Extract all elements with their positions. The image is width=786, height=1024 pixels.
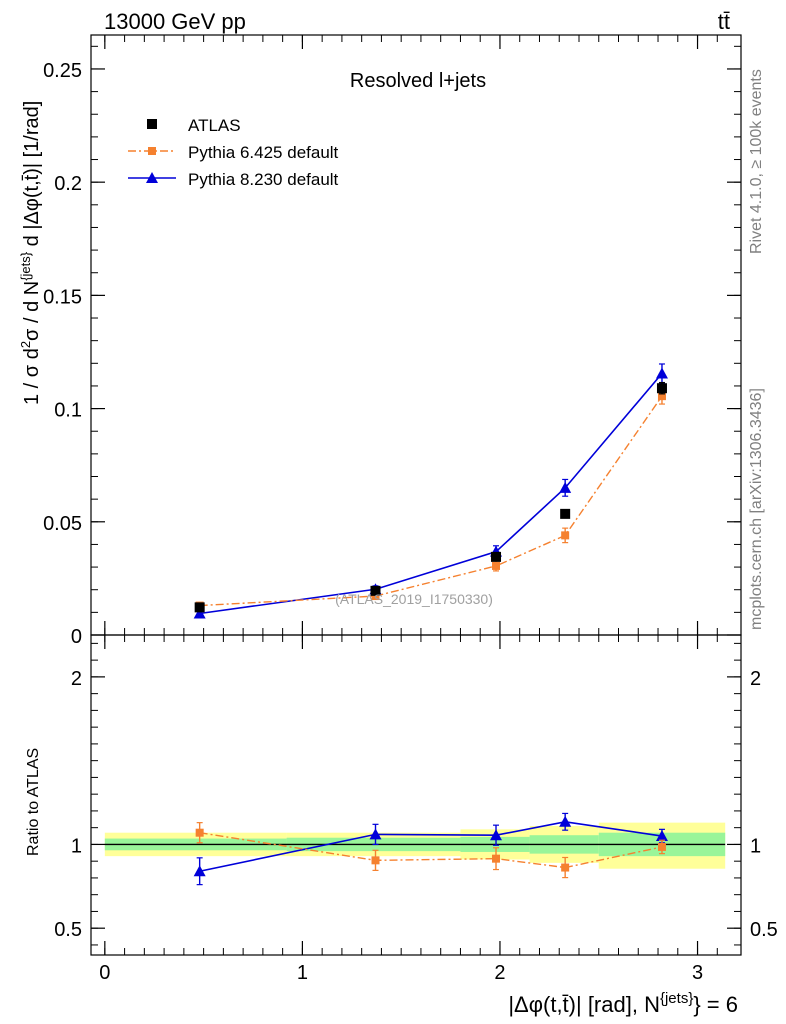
pythia-6-425-default-point xyxy=(371,592,380,601)
pythia-8-230-default-point xyxy=(193,607,206,619)
pythia-8-230-default-line xyxy=(199,372,663,615)
x-tick-label: 1 xyxy=(297,962,308,984)
main-y-tick-label: 0.25 xyxy=(43,60,82,82)
ratio-pythia-8-230-default-point xyxy=(490,829,503,841)
main-marks xyxy=(193,363,668,619)
main-y-tick-label: 0.15 xyxy=(43,286,82,308)
legend-label-pythia-6-425-default: Pythia 6.425 default xyxy=(188,143,339,162)
energy-label: 13000 GeV pp xyxy=(104,9,246,34)
legend-marker-pythia-8-230-default xyxy=(146,172,158,183)
x-axis-label: |Δφ(t,t̄)| [rad], N{jets}} = 6 xyxy=(508,990,738,1017)
pythia-8-230-default-point xyxy=(655,367,668,379)
ratio-pythia-6-425-default-line xyxy=(199,832,663,869)
analysis-watermark: (ATLAS_2019_I1750330) xyxy=(335,591,493,607)
main-y-tick-label: 0.2 xyxy=(54,173,82,195)
mcplots-label: mcplots.cern.ch [arXiv:1306.3436] xyxy=(748,388,765,630)
main-axes: 0 0.05 0.1 0.15 0.2 0.25 xyxy=(43,35,741,648)
ratio-pythia-6-425-default-point xyxy=(657,842,666,851)
ratio-pythia-6-425-default-point xyxy=(561,863,570,872)
ratio-panel: 0.5 0.5 1 1 2 2 0 1 2 3 Ratio to ATLAS |Δφ(t,t̄)|… xyxy=(25,634,778,1017)
pythia-6-425-default-point xyxy=(492,561,501,570)
ratio-y-tick-label-right: 0.5 xyxy=(750,919,778,941)
ratio-pythia-6-425-default-point xyxy=(492,854,501,863)
legend: ATLAS Pythia 6.425 default Pythia 8.230 de… xyxy=(128,116,339,189)
atlas-point xyxy=(656,383,667,394)
atlas-point xyxy=(370,585,381,596)
x-tick-label: 0 xyxy=(99,962,110,984)
main-title: Resolved l+jets xyxy=(350,70,486,92)
atlas-point xyxy=(194,602,205,613)
legend-label-atlas: ATLAS xyxy=(188,116,241,135)
ratio-pythia-6-425-default-point xyxy=(195,828,204,837)
legend-marker-pythia-6-425-default xyxy=(148,147,156,155)
ratio-pythia-6-425-default-point xyxy=(371,856,380,865)
atlas-point xyxy=(560,508,571,519)
main-y-axis-label: 1 / σ d2σ / d N{jets} d |Δφ(t,t̄)| [1/ra… xyxy=(18,101,43,405)
pythia-6-425-default-line xyxy=(199,395,663,607)
ratio-y-tick-label-right: 1 xyxy=(750,835,761,857)
pythia-6-425-default-point xyxy=(657,392,666,401)
main-y-tick-label: 0.1 xyxy=(54,400,82,422)
ratio-y-tick-label-right: 2 xyxy=(750,668,761,690)
ratio-y-axis-label: Ratio to ATLAS xyxy=(25,748,42,856)
ratio-y-tick-label-left: 1 xyxy=(71,835,82,857)
process-label: tt̄ xyxy=(718,9,730,34)
ratio-y-tick-label-left: 0.5 xyxy=(54,919,82,941)
ratio-axes: 0.5 0.5 1 1 2 2 0 1 2 3 xyxy=(54,635,778,984)
x-tick-label: 3 xyxy=(692,962,703,984)
pythia-6-425-default-point xyxy=(561,531,570,540)
main-panel: 0 0.05 0.1 0.15 0.2 0.25 Resolved l+jets (ATL… xyxy=(18,34,742,648)
x-tick-label: 2 xyxy=(494,962,505,984)
ratio-pythia-8-230-default-point xyxy=(193,865,206,877)
legend-marker-atlas xyxy=(147,119,157,129)
ratio-marks xyxy=(104,812,726,886)
ratio-y-tick-label-left: 2 xyxy=(71,668,82,690)
rivet-label: Rivet 4.1.0, ≥ 100k events xyxy=(748,69,765,254)
atlas-point xyxy=(491,551,502,562)
main-y-tick-label: 0 xyxy=(71,626,82,648)
pythia-8-230-default-point xyxy=(559,481,572,493)
ratio-pythia-8-230-default-point xyxy=(369,828,382,840)
ratio-pythia-8-230-default-point xyxy=(559,815,572,827)
main-y-tick-label: 0.05 xyxy=(43,513,82,535)
ratio-pythia-8-230-default-point xyxy=(655,830,668,842)
legend-label-pythia-8-230-default: Pythia 8.230 default xyxy=(188,170,339,189)
ratio-frame xyxy=(90,634,742,956)
